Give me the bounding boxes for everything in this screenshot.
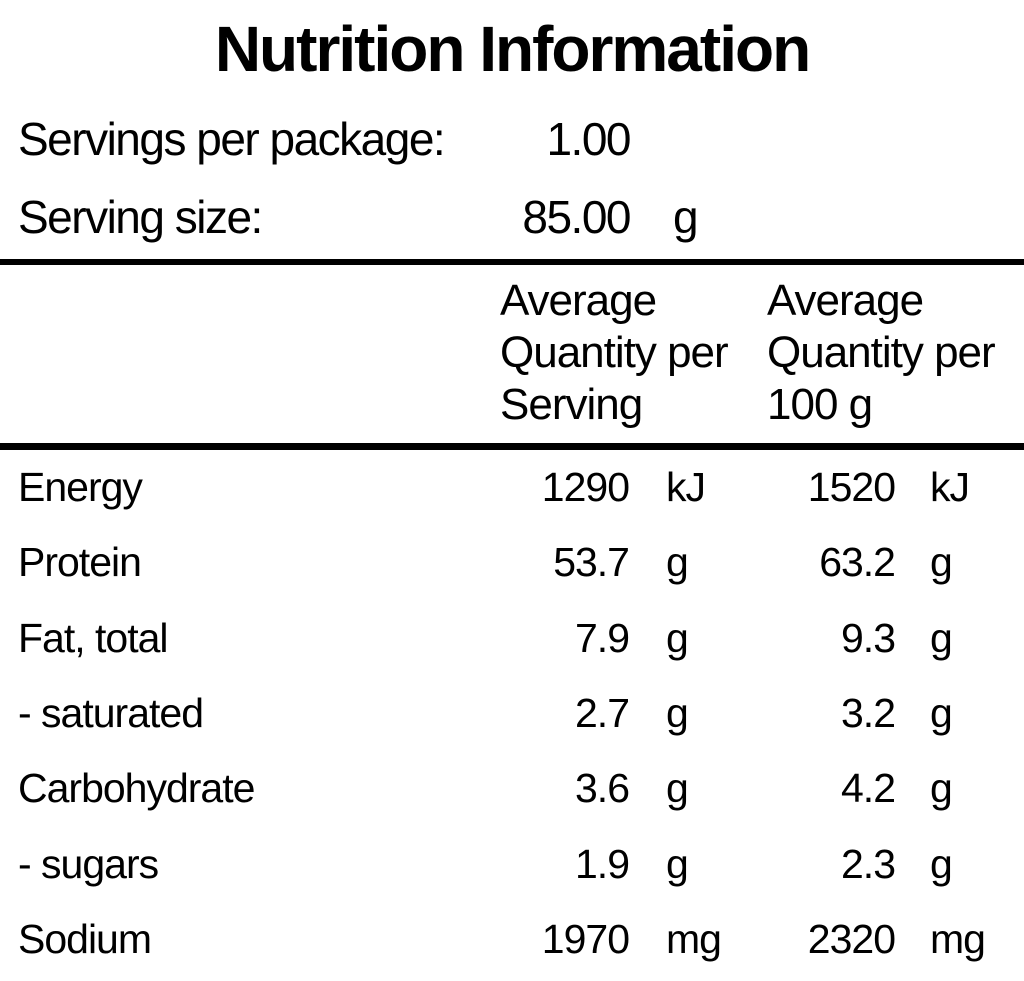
- serving-info-unit: g: [673, 191, 699, 243]
- per-serving-unit: kJ: [666, 464, 706, 511]
- per-100g-value: 1520: [807, 464, 896, 511]
- header-per-serving: Average Quantity per Serving: [500, 276, 729, 429]
- per-100g-value: 3.2: [841, 690, 896, 737]
- per-serving-unit: g: [666, 765, 689, 812]
- table-row: Energy 1290 kJ 1520 kJ: [0, 450, 1024, 525]
- per-100g-value: 63.2: [819, 539, 896, 586]
- nutrient-name: - sugars: [18, 840, 159, 887]
- header-spacer: [0, 275, 500, 443]
- serving-info-label: Servings per package:: [18, 113, 446, 165]
- per-serving-value: 1970: [541, 915, 630, 962]
- horizontal-rule-bottom: [0, 443, 1024, 450]
- per-serving-unit: g: [666, 690, 689, 737]
- serving-info-section: Servings per package: 1.00 Serving size:…: [0, 100, 1024, 256]
- per-100g-value: 2320: [807, 915, 896, 962]
- table-row: Fat, total 7.9 g 9.3 g: [0, 601, 1024, 676]
- table-row: Protein 53.7 g 63.2 g: [0, 525, 1024, 600]
- per-serving-unit: mg: [666, 915, 722, 962]
- nutrient-name: Fat, total: [18, 614, 169, 661]
- nutrient-name: Carbohydrate: [18, 765, 255, 812]
- nutrient-name: Energy: [18, 464, 143, 511]
- per-serving-unit: g: [666, 539, 689, 586]
- serving-info-row: Servings per package: 1.00: [0, 100, 1024, 178]
- serving-info-value: 85.00: [522, 191, 631, 243]
- per-100g-value: 4.2: [841, 765, 896, 812]
- nutrient-name: - saturated: [18, 690, 204, 737]
- per-serving-value: 3.6: [575, 765, 630, 812]
- nutrient-name: Protein: [18, 539, 142, 586]
- table-row: - sugars 1.9 g 2.3 g: [0, 826, 1024, 901]
- per-serving-unit: g: [666, 614, 689, 661]
- per-100g-unit: g: [930, 840, 953, 887]
- per-100g-value: 9.3: [841, 614, 896, 661]
- per-serving-value: 7.9: [575, 614, 630, 661]
- per-serving-value: 1.9: [575, 840, 630, 887]
- per-100g-unit: g: [930, 614, 953, 661]
- per-100g-unit: g: [930, 690, 953, 737]
- nutrient-table: Energy 1290 kJ 1520 kJ Protein 53.7 g 63…: [0, 450, 1024, 977]
- per-serving-value: 53.7: [553, 539, 630, 586]
- per-100g-value: 2.3: [841, 840, 896, 887]
- per-serving-value: 1290: [541, 464, 630, 511]
- table-row: - saturated 2.7 g 3.2 g: [0, 676, 1024, 751]
- per-100g-unit: mg: [930, 915, 986, 962]
- per-serving-value: 2.7: [575, 690, 630, 737]
- serving-info-label: Serving size:: [18, 191, 263, 243]
- table-row: Carbohydrate 3.6 g 4.2 g: [0, 751, 1024, 826]
- serving-info-value: 1.00: [546, 113, 631, 165]
- nutrient-name: Sodium: [18, 915, 152, 962]
- table-header-row: Average Quantity per Serving Average Qua…: [0, 265, 1024, 443]
- per-serving-unit: g: [666, 840, 689, 887]
- per-100g-unit: g: [930, 765, 953, 812]
- horizontal-rule-top: [0, 259, 1024, 265]
- per-100g-unit: g: [930, 539, 953, 586]
- header-per-100g: Average Quantity per 100 g: [767, 276, 996, 429]
- per-100g-unit: kJ: [930, 464, 970, 511]
- page-title: Nutrition Information: [214, 13, 811, 85]
- serving-info-row: Serving size: 85.00 g: [0, 178, 1024, 256]
- table-row: Sodium 1970 mg 2320 mg: [0, 902, 1024, 977]
